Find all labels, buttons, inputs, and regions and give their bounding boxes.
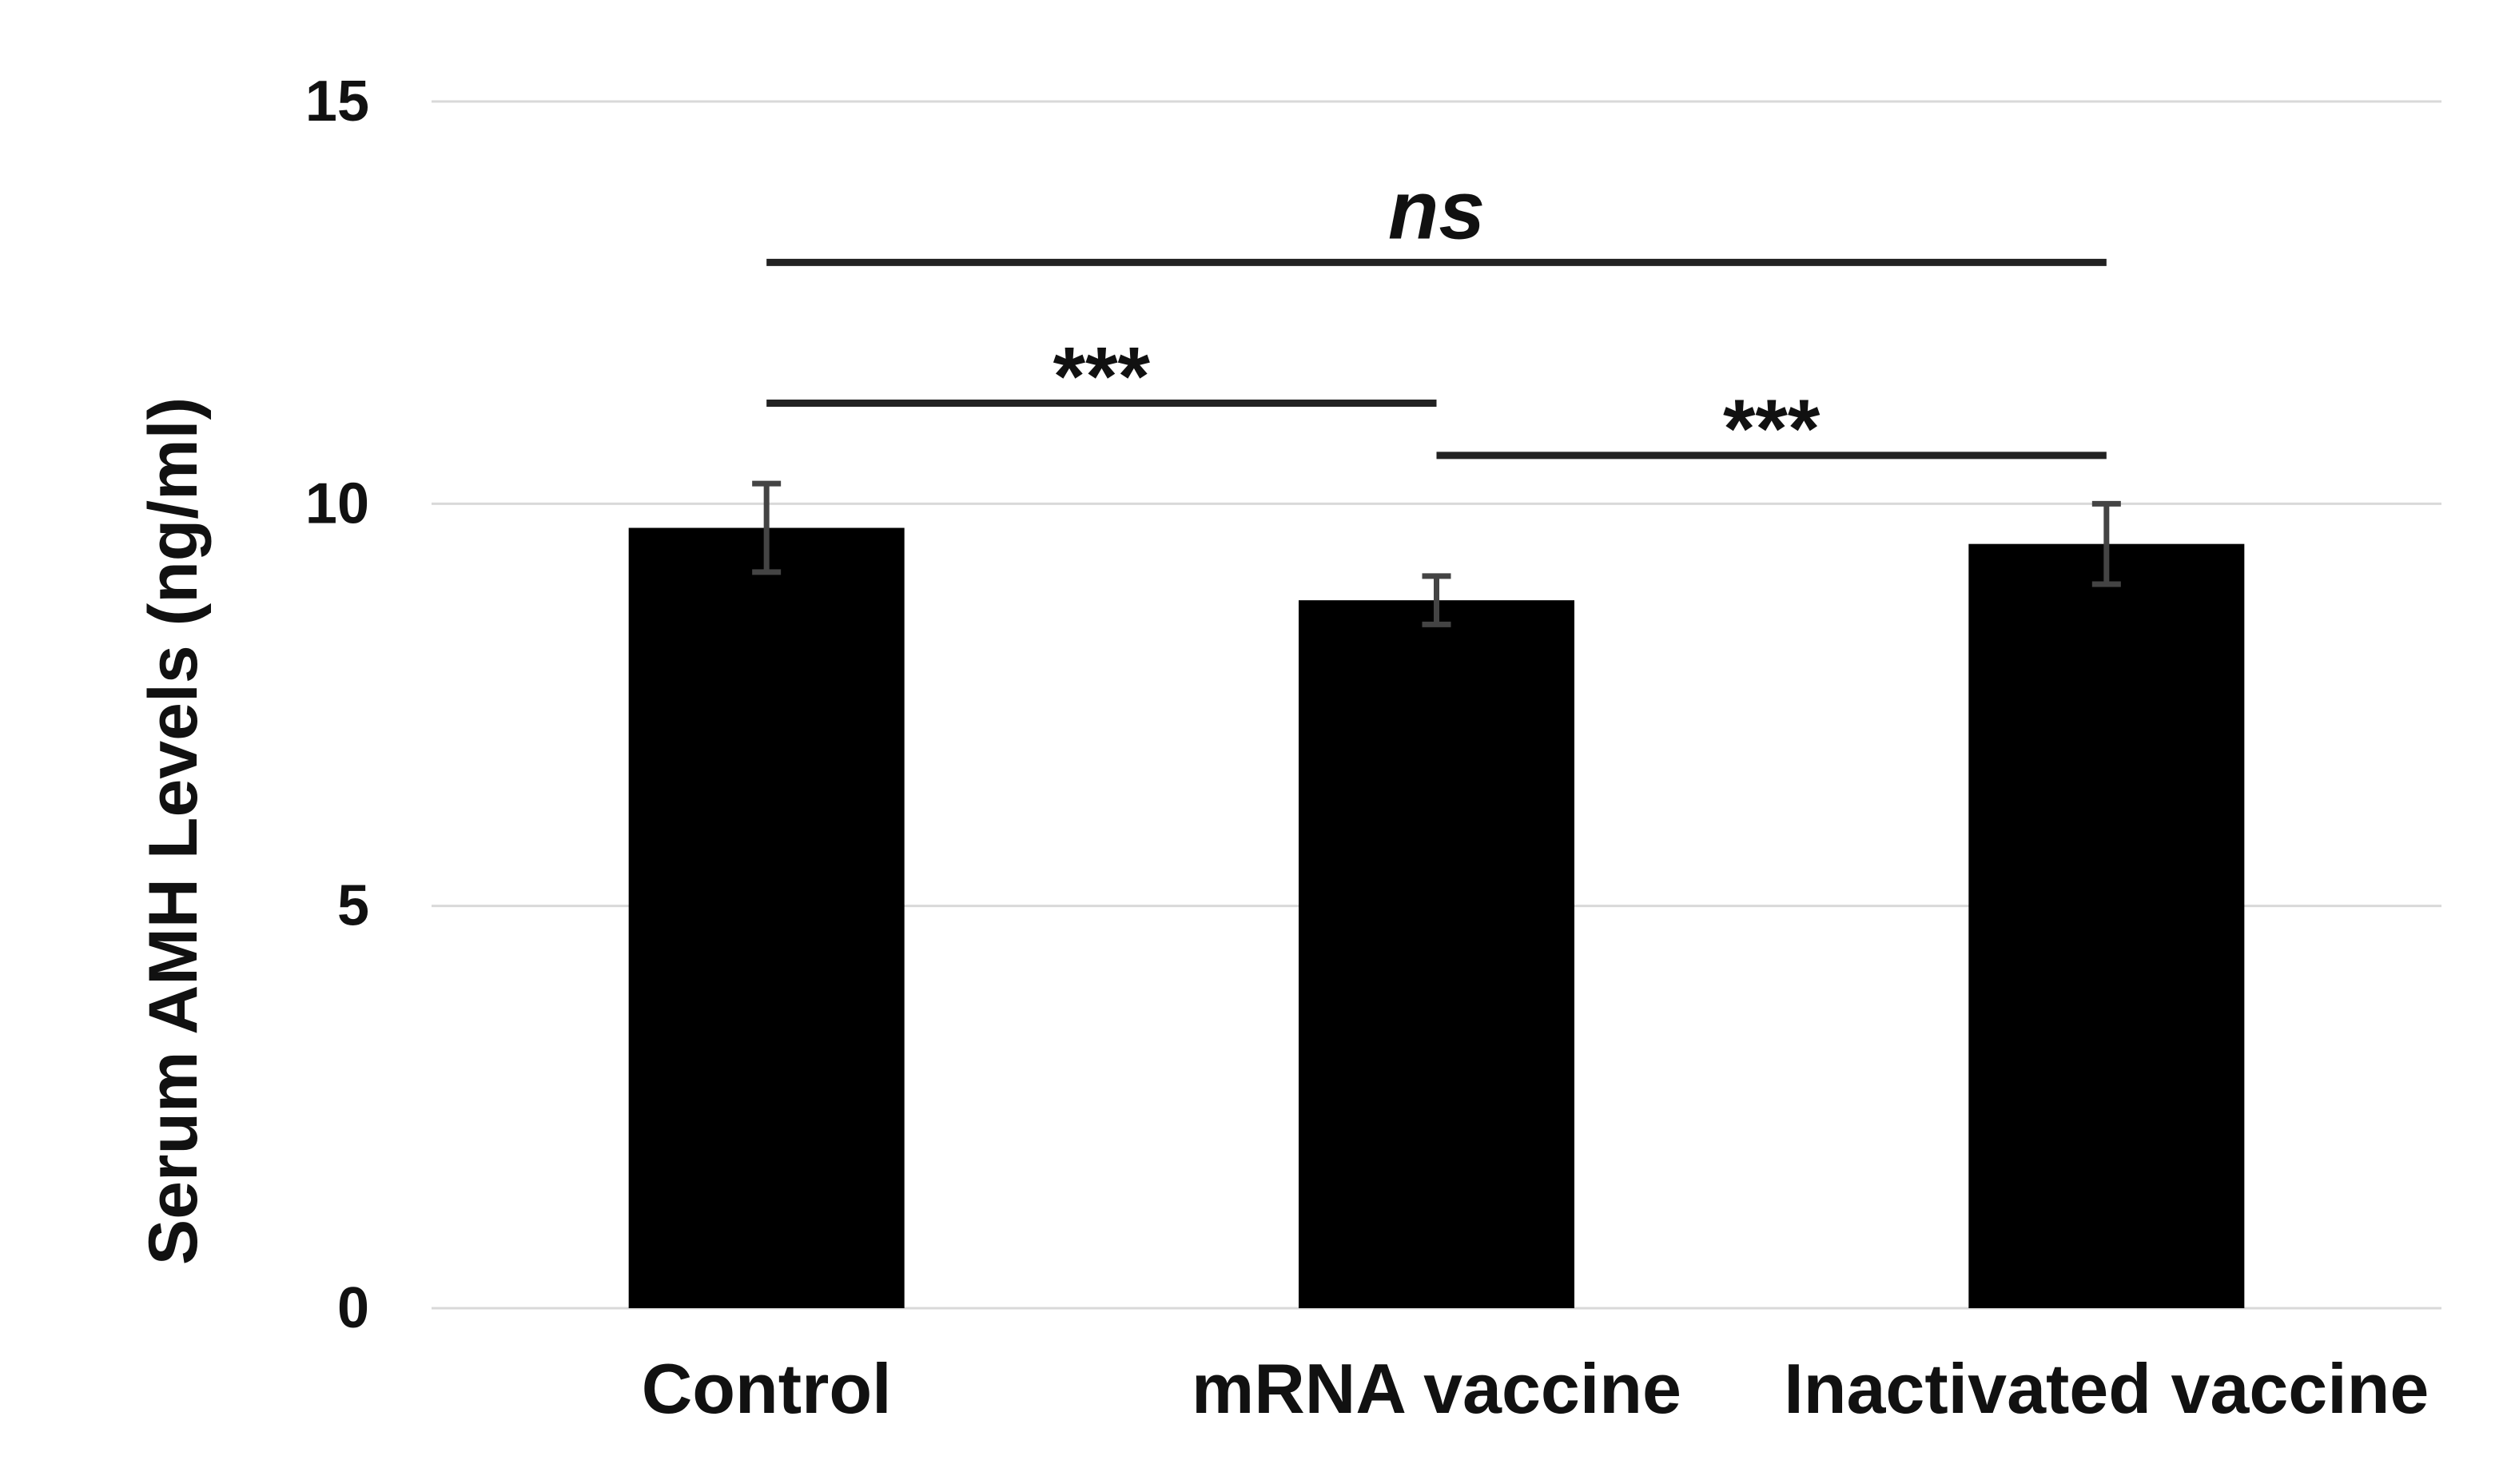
bars-group [628, 527, 2245, 1308]
bar [1968, 543, 2245, 1308]
y-axis-tick-label: 15 [305, 70, 369, 133]
significance-label: *** [1053, 331, 1151, 424]
y-axis-tick-labels-group: 15 10 5 0 [305, 70, 369, 1340]
bar [1299, 600, 1574, 1308]
x-category-label: Inactivated vaccine [1784, 1349, 2429, 1428]
error-bar [752, 480, 782, 575]
significance-brackets-group: ns *** *** [766, 164, 2107, 475]
x-axis-labels-group: Control mRNA vaccine Inactivated vaccine [642, 1349, 2429, 1428]
y-axis-tick-label: 5 [337, 874, 369, 938]
x-category-label: Control [642, 1349, 892, 1428]
error-bar [1422, 573, 1451, 627]
significance-label: *** [1723, 383, 1821, 475]
y-axis-tick-label: 10 [305, 471, 369, 535]
significance-label: ns [1388, 164, 1485, 257]
error-bars-group [752, 480, 2121, 627]
y-axis-title: Serum AMH Levels (ng/ml) [135, 397, 212, 1265]
x-category-label: mRNA vaccine [1192, 1349, 1681, 1428]
error-bar [2091, 500, 2121, 587]
bar [628, 527, 905, 1308]
y-axis-tick-label: 0 [337, 1276, 369, 1340]
